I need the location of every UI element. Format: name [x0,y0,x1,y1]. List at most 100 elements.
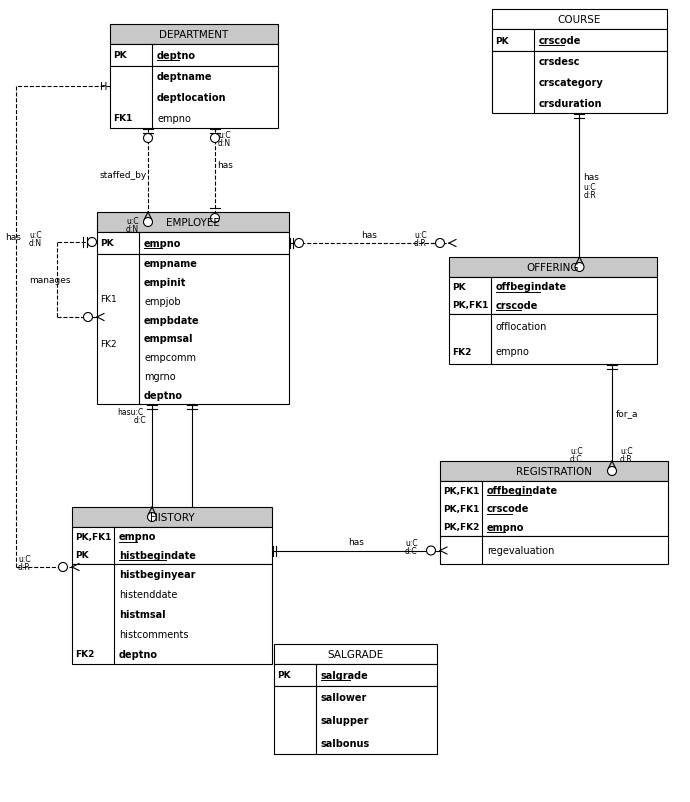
Circle shape [575,263,584,272]
Bar [97,233,289,255]
Text: u:C: u:C [584,184,596,192]
Text: FK2: FK2 [452,347,471,357]
Bar [110,67,278,129]
Bar [72,508,272,528]
Text: H: H [99,82,107,92]
Circle shape [295,239,304,248]
Text: crsduration: crsduration [539,99,602,108]
Text: u:C: u:C [570,447,582,456]
Text: d:C: d:C [134,416,147,425]
Text: u:C: u:C [218,131,230,140]
Text: has: has [217,161,233,170]
Text: deptno: deptno [119,649,158,659]
Text: FK1: FK1 [113,114,132,123]
Bar [492,52,667,114]
Text: empinit: empinit [144,277,186,288]
Text: empno: empno [119,532,157,541]
Text: empjob: empjob [144,297,181,306]
Text: crsdesc: crsdesc [539,57,580,67]
Text: PK: PK [495,36,509,46]
Text: PK,FK2: PK,FK2 [443,523,480,532]
Text: d:N: d:N [126,225,139,233]
Text: has: has [584,173,600,182]
Circle shape [88,238,97,247]
Circle shape [426,546,435,555]
Text: empno: empno [487,522,524,533]
Text: u:C: u:C [620,447,633,456]
Text: offbegindate: offbegindate [487,485,558,496]
Text: hasu:C: hasu:C [117,408,144,417]
Text: sallower: sallower [321,692,367,703]
Text: crscode: crscode [539,36,582,46]
Text: d:C: d:C [405,546,417,555]
Bar [72,528,272,565]
Bar [449,257,657,277]
Text: PK: PK [113,51,127,60]
Text: mgrno: mgrno [144,371,176,382]
Text: histcomments: histcomments [119,630,188,639]
Text: d:R: d:R [584,191,596,200]
Text: empmsal: empmsal [144,334,193,344]
Text: histmsal: histmsal [119,610,166,619]
Text: d:C: d:C [570,455,582,464]
Bar [440,461,668,481]
Text: for_a: for_a [616,408,638,418]
Text: histbeginyear: histbeginyear [119,569,195,579]
Bar [97,255,289,404]
Text: empbdate: empbdate [144,315,199,326]
Text: salgrade: salgrade [321,670,368,680]
Text: PK: PK [75,550,88,560]
Text: PK,FK1: PK,FK1 [75,532,111,541]
Bar [97,213,289,233]
Text: histenddate: histenddate [119,589,177,599]
Bar [110,45,278,67]
Bar [274,687,437,754]
Bar [449,277,657,314]
Text: u:C: u:C [405,538,417,547]
Text: empno: empno [144,239,181,249]
Circle shape [59,563,68,572]
Bar [440,537,668,565]
Text: d:R: d:R [620,455,633,464]
Text: u:C: u:C [29,230,41,239]
Text: PK: PK [100,239,114,248]
Bar [72,565,272,664]
Circle shape [210,134,219,144]
Text: regevaluation: regevaluation [487,545,554,555]
Text: has: has [5,233,21,241]
Text: FK2: FK2 [75,650,95,658]
Text: SALGRADE: SALGRADE [327,649,384,659]
Bar [492,30,667,52]
Text: u:C: u:C [126,217,139,225]
Text: FK2: FK2 [100,340,117,349]
Text: offbegindate: offbegindate [496,282,567,292]
Text: DEPARTMENT: DEPARTMENT [159,30,228,40]
Text: d:R: d:R [18,563,31,572]
Circle shape [144,134,152,144]
Bar [274,644,437,664]
Text: REGISTRATION: REGISTRATION [516,467,592,476]
Text: u:C: u:C [18,555,30,564]
Circle shape [435,239,444,248]
Text: COURSE: COURSE [558,15,601,25]
Text: has: has [348,537,364,546]
Circle shape [607,467,616,476]
Text: d:N: d:N [29,238,42,247]
Circle shape [148,512,157,522]
Text: u:C: u:C [414,231,426,241]
Text: empcomm: empcomm [144,353,196,363]
Text: PK,FK1: PK,FK1 [443,486,480,495]
Bar [274,664,437,687]
Text: histbegindate: histbegindate [119,550,196,560]
Bar [492,10,667,30]
Text: crscategory: crscategory [539,78,604,88]
Circle shape [210,214,219,223]
Circle shape [83,313,92,322]
Text: manages: manages [29,276,70,285]
Text: EMPLOYEE: EMPLOYEE [166,217,220,228]
Bar [440,481,668,537]
Text: deptno: deptno [157,51,196,61]
Text: HISTORY: HISTORY [150,512,195,522]
Text: has: has [361,230,377,239]
Text: OFFERING: OFFERING [526,263,579,273]
